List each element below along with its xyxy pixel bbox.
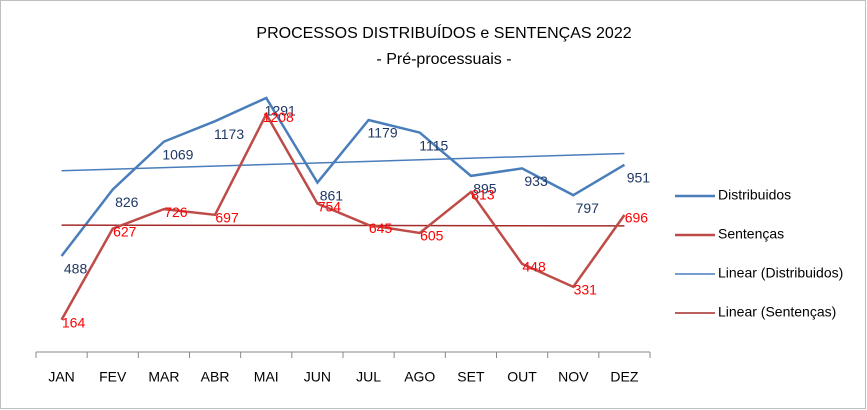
data-label: 951 — [627, 170, 651, 186]
data-label: 826 — [115, 194, 139, 210]
trendline — [61, 152, 625, 172]
data-label: 1069 — [162, 146, 193, 162]
data-label: 627 — [113, 223, 137, 239]
x-tick-label: SET — [457, 369, 485, 385]
x-tick-label: JAN — [48, 369, 74, 385]
chart-title: PROCESSOS DISTRIBUÍDOS e SENTENÇAS 2022 — [256, 23, 631, 42]
data-label: 696 — [625, 210, 649, 226]
data-label: 861 — [320, 187, 344, 203]
data-label: 726 — [164, 204, 188, 220]
x-tick-label: OUT — [507, 369, 537, 385]
x-tick-label: MAI — [254, 369, 279, 385]
data-label: 797 — [576, 200, 600, 216]
data-label: 448 — [522, 259, 546, 275]
data-label: 754 — [318, 198, 342, 214]
x-tick-label: JUL — [356, 369, 381, 385]
data-label: 605 — [420, 228, 444, 244]
legend-label: Linear (Distribuidos) — [718, 265, 843, 281]
data-label: 164 — [62, 314, 86, 330]
data-label: 933 — [524, 173, 548, 189]
x-tick-label: AGO — [404, 369, 435, 385]
series-line — [60, 96, 626, 257]
data-label: 488 — [64, 261, 88, 277]
legend-label: Linear (Sentenças) — [718, 304, 836, 320]
data-label: 1115 — [419, 137, 448, 153]
x-tick-label: DEZ — [610, 369, 638, 385]
data-label: 895 — [473, 181, 497, 197]
x-tick-label: FEV — [99, 369, 127, 385]
data-label: 1291 — [265, 103, 296, 119]
x-tick-label: NOV — [558, 369, 589, 385]
legend-label: Distribuidos — [718, 187, 791, 203]
data-label: 813 — [471, 187, 495, 203]
x-tick-label: JUN — [304, 369, 331, 385]
chart-subtitle: - Pré-processuais - — [376, 51, 511, 68]
data-label: 1208 — [263, 109, 294, 125]
x-tick-label: MAR — [148, 369, 179, 385]
data-label: 645 — [369, 220, 393, 236]
data-label: 1179 — [368, 125, 398, 141]
data-label: 697 — [215, 210, 239, 226]
data-label: 331 — [574, 282, 598, 298]
legend-label: Sentenças — [718, 226, 784, 242]
trendline — [61, 224, 625, 227]
series-line — [60, 111, 626, 321]
data-label: 1173 — [214, 126, 244, 142]
x-tick-label: ABR — [201, 369, 230, 385]
